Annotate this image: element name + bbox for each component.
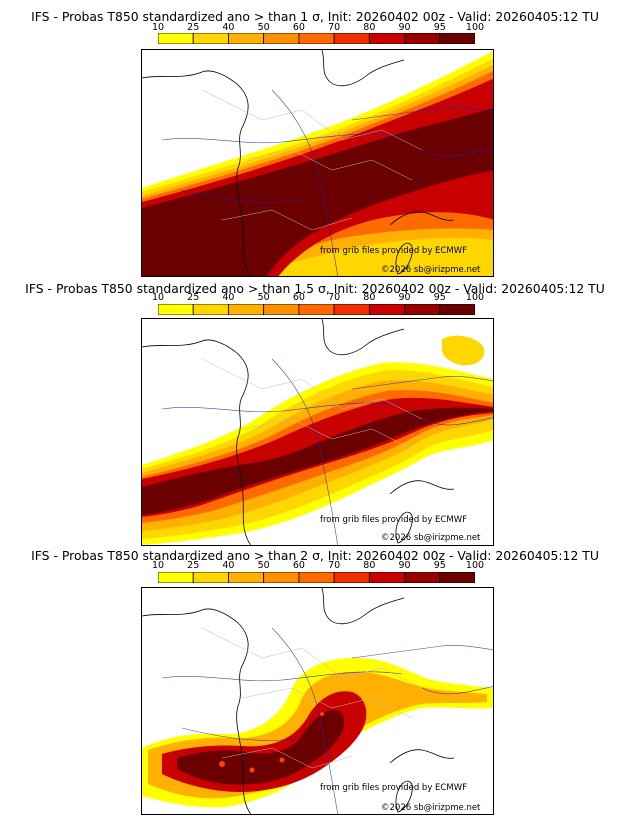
colorbar-segment (333, 572, 370, 583)
colorbar-tick-label: 50 (257, 22, 270, 33)
panel-2-map (141, 318, 494, 546)
colorbar-segment (439, 304, 475, 315)
panel-2-credit-source: from grib files provided by ECMWF (320, 515, 467, 525)
panel-3-colorbar (158, 572, 475, 583)
colorbar-segment (192, 572, 229, 583)
panel-1-credit-source: from grib files provided by ECMWF (320, 246, 467, 256)
colorbar-segment (192, 33, 229, 44)
colorbar-tick-label: 95 (433, 292, 446, 303)
panel-1-colorbar (158, 33, 475, 44)
colorbar-tick-label: 40 (222, 292, 235, 303)
colorbar-segment (368, 304, 405, 315)
colorbar-segment (298, 33, 335, 44)
colorbar-segment (404, 33, 441, 44)
panel-1-credit-copyright: ©2026 sb@irizpme.net (381, 265, 481, 275)
colorbar-tick-label: 90 (398, 22, 411, 33)
colorbar-tick-label: 90 (398, 560, 411, 571)
colorbar-segment (368, 572, 405, 583)
panel-3-map (141, 587, 494, 815)
colorbar-segment (263, 304, 300, 315)
panel-3-colorbar-labels: 10 25 40 50 60 70 80 90 95 100 (152, 560, 484, 572)
colorbar-tick-label: 50 (257, 560, 270, 571)
panel-2-credit-copyright: ©2026 sb@irizpme.net (381, 533, 481, 543)
colorbar-segment (404, 304, 441, 315)
colorbar-segment (158, 33, 194, 44)
panel-1-map (141, 49, 494, 277)
prob-patch (442, 335, 485, 366)
colorbar-tick-label: 100 (465, 292, 485, 303)
colorbar-tick-label: 10 (151, 292, 165, 303)
colorbar-tick-label: 95 (433, 560, 446, 571)
panel-1-title: IFS - Probas T850 standardized ano > tha… (31, 9, 599, 24)
colorbar-tick-label: 70 (328, 560, 341, 571)
prob-band-95 (142, 108, 493, 276)
colorbar-segment (404, 572, 441, 583)
panel-3-title: IFS - Probas T850 standardized ano > tha… (31, 548, 599, 563)
colorbar-segment (192, 304, 229, 315)
colorbar-tick-label: 60 (292, 292, 305, 303)
colorbar-segment (333, 33, 370, 44)
colorbar-tick-label: 25 (187, 560, 200, 571)
panel-1-colorbar-labels: 10 25 40 50 60 70 80 90 95 100 (152, 22, 484, 34)
colorbar-tick-label: 60 (292, 560, 305, 571)
colorbar-segment (368, 33, 405, 44)
colorbar-tick-label: 80 (363, 560, 376, 571)
prob-band-95 (142, 407, 493, 515)
prob-band-95 (177, 709, 345, 785)
colorbar-tick-label: 50 (257, 292, 270, 303)
panel-2-map-graphic (142, 319, 493, 545)
panel-2-colorbar-labels: 10 25 40 50 60 70 80 90 95 100 (152, 292, 484, 304)
panel-3-map-graphic (142, 588, 493, 814)
colorbar-tick-label: 100 (465, 560, 485, 571)
colorbar-segment (158, 572, 194, 583)
colorbar-segment (228, 304, 265, 315)
panel-1-map-graphic (142, 50, 493, 276)
panel-3-credit-copyright: ©2026 sb@irizpme.net (381, 803, 481, 813)
colorbar-segment (263, 33, 300, 44)
panel-3-credit-source: from grib files provided by ECMWF (320, 783, 467, 793)
colorbar-segment (263, 572, 300, 583)
colorbar-tick-label: 95 (433, 22, 446, 33)
colorbar-tick-label: 70 (328, 22, 341, 33)
colorbar-segment (158, 304, 194, 315)
colorbar-tick-label: 10 (151, 560, 165, 571)
colorbar-tick-label: 80 (363, 292, 376, 303)
colorbar-tick-label: 80 (363, 22, 376, 33)
panel-2-colorbar (158, 304, 475, 315)
colorbar-segment (439, 572, 475, 583)
colorbar-segment (298, 572, 335, 583)
colorbar-tick-label: 40 (222, 22, 235, 33)
colorbar-segment (228, 572, 265, 583)
colorbar-tick-label: 25 (187, 22, 200, 33)
colorbar-segment (333, 304, 370, 315)
colorbar-tick-label: 60 (292, 22, 305, 33)
colorbar-segment (298, 304, 335, 315)
colorbar-segment (439, 33, 475, 44)
panel-2-title: IFS - Probas T850 standardized ano > tha… (25, 281, 605, 296)
colorbar-tick-label: 25 (187, 292, 200, 303)
colorbar-tick-label: 40 (222, 560, 235, 571)
colorbar-tick-label: 70 (328, 292, 341, 303)
colorbar-segment (228, 33, 265, 44)
colorbar-tick-label: 90 (398, 292, 411, 303)
colorbar-tick-label: 100 (465, 22, 485, 33)
colorbar-tick-label: 10 (151, 22, 165, 33)
